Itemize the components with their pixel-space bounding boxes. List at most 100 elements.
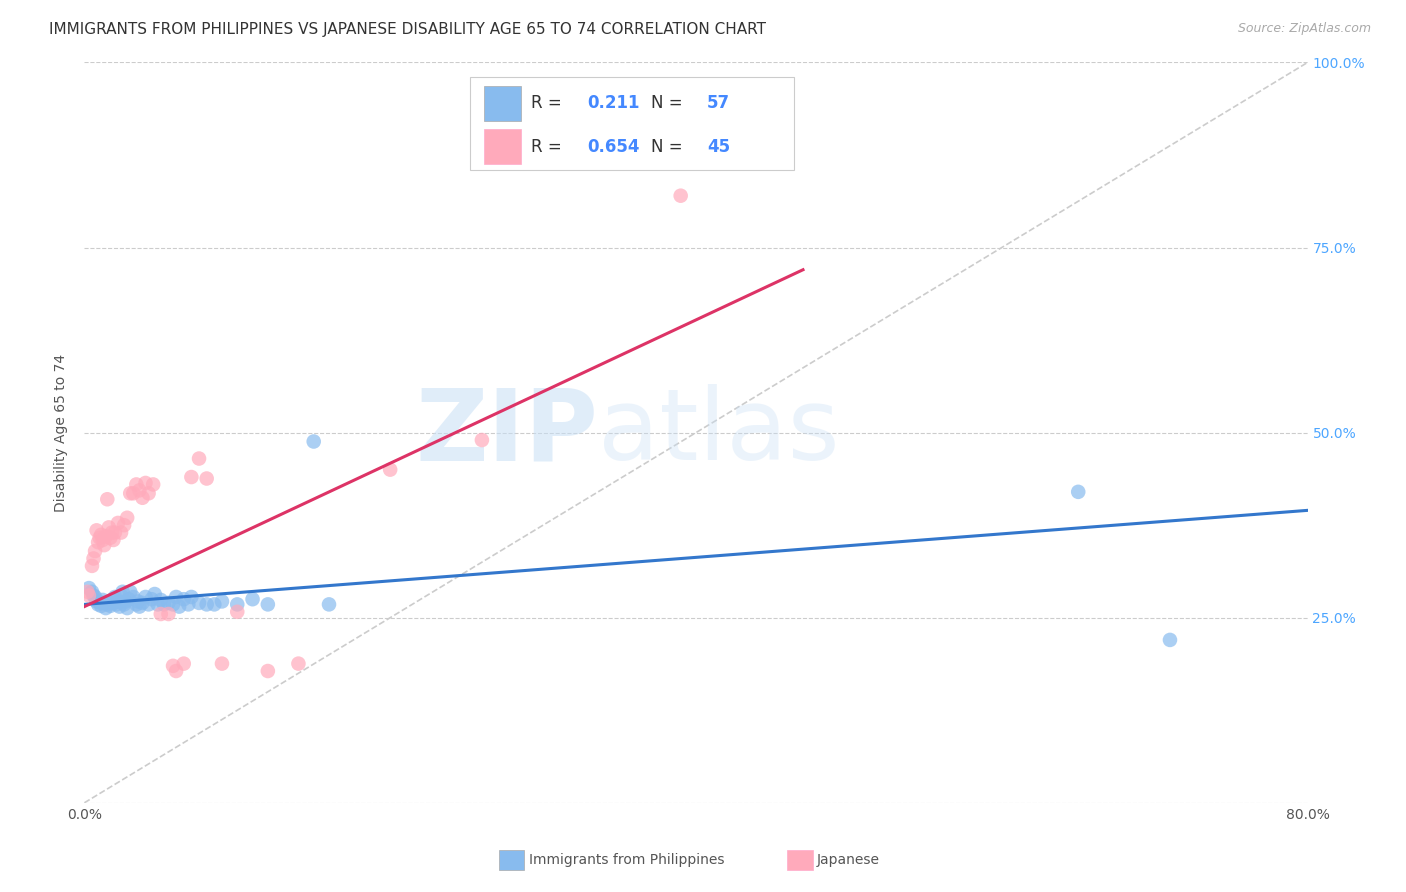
Point (90, 528, 112, 542)
Point (84, 590, 107, 604)
Text: Source: ZipAtlas.com: Source: ZipAtlas.com (1237, 22, 1371, 36)
Point (211, 594, 233, 608)
Text: 0.654: 0.654 (588, 137, 640, 156)
Point (97, 520, 120, 534)
Point (1159, 632, 1181, 647)
Point (125, 477, 148, 491)
Point (96, 598, 118, 612)
Point (669, 188, 692, 202)
Text: R =: R = (531, 137, 567, 156)
Point (135, 475, 157, 490)
Text: ZIP: ZIP (415, 384, 598, 481)
Point (141, 592, 163, 607)
Point (157, 607, 180, 621)
Point (96, 492, 118, 507)
Point (115, 601, 138, 615)
Y-axis label: Disability Age 65 to 74: Disability Age 65 to 74 (55, 353, 69, 512)
Point (165, 664, 187, 678)
Point (138, 598, 160, 612)
Point (108, 599, 131, 614)
Point (107, 516, 129, 530)
Point (118, 592, 141, 607)
Point (471, 433, 494, 447)
Point (226, 605, 249, 619)
Point (101, 593, 124, 607)
Point (135, 590, 157, 604)
Point (80, 584, 103, 599)
Point (114, 594, 136, 608)
FancyBboxPatch shape (470, 78, 794, 169)
Point (115, 510, 138, 524)
Point (97, 595, 120, 609)
Point (188, 596, 211, 610)
Point (87, 598, 110, 612)
Point (110, 589, 132, 603)
Point (110, 525, 132, 540)
Point (127, 594, 149, 608)
Point (112, 598, 135, 612)
Point (128, 599, 150, 614)
Point (128, 483, 150, 498)
Point (86, 524, 108, 538)
Point (177, 598, 200, 612)
Point (77, 581, 100, 595)
Point (91, 593, 114, 607)
Point (77, 589, 100, 603)
Point (111, 584, 134, 599)
Point (318, 598, 340, 612)
Point (195, 471, 218, 485)
Point (149, 593, 172, 607)
Point (83, 551, 105, 566)
Point (226, 598, 249, 612)
Point (83, 589, 105, 603)
Text: 45: 45 (707, 137, 730, 156)
Text: N =: N = (651, 95, 688, 112)
Point (87, 535, 110, 549)
Point (142, 477, 165, 491)
Point (103, 533, 125, 547)
Point (153, 598, 176, 612)
Point (122, 486, 145, 500)
Point (211, 657, 233, 671)
Point (86, 594, 108, 608)
Point (157, 596, 180, 610)
Point (94, 601, 117, 615)
Point (104, 590, 127, 604)
Point (173, 592, 195, 607)
Text: 0.211: 0.211 (588, 95, 640, 112)
Bar (484, 129, 522, 164)
Point (138, 486, 160, 500)
Point (94, 529, 117, 543)
Point (162, 598, 184, 612)
Point (98, 531, 121, 545)
Point (76, 584, 98, 599)
Point (80, 558, 103, 573)
Point (120, 486, 142, 500)
Point (165, 590, 187, 604)
Point (89, 595, 111, 609)
Point (84, 544, 107, 558)
Point (173, 657, 195, 671)
Text: 57: 57 (707, 95, 730, 112)
Text: Japanese: Japanese (817, 853, 880, 867)
Point (143, 587, 166, 601)
Point (98, 599, 121, 613)
Point (1067, 484, 1090, 499)
Text: IMMIGRANTS FROM PHILIPPINES VS JAPANESE DISABILITY AGE 65 TO 74 CORRELATION CHAR: IMMIGRANTS FROM PHILIPPINES VS JAPANESE … (49, 22, 766, 37)
Point (167, 599, 190, 614)
Point (257, 664, 280, 678)
Point (105, 598, 128, 612)
Point (180, 470, 202, 484)
Point (180, 590, 202, 604)
Point (188, 451, 211, 466)
Point (162, 658, 184, 673)
Point (93, 538, 115, 552)
Point (89, 531, 111, 545)
Point (131, 596, 153, 610)
Point (380, 462, 402, 476)
Point (149, 607, 172, 621)
Point (91, 533, 114, 547)
Point (101, 525, 124, 540)
Text: R =: R = (531, 95, 567, 112)
Point (302, 434, 325, 449)
